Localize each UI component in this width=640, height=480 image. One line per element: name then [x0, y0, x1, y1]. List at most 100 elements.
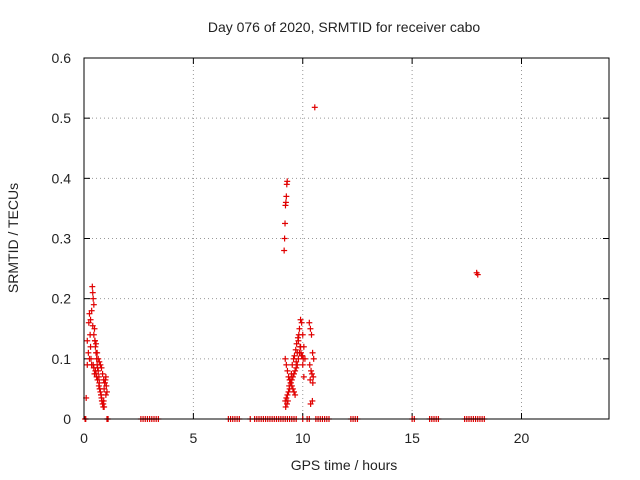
data-point — [307, 400, 314, 407]
y-tick-label: 0.5 — [52, 110, 72, 126]
data-point — [89, 322, 96, 329]
data-point — [307, 376, 314, 383]
data-point — [310, 355, 317, 362]
data-point — [297, 343, 304, 350]
x-tick-label: 5 — [189, 430, 197, 446]
data-point — [283, 193, 290, 200]
grid-lines — [84, 58, 609, 419]
data-point — [290, 355, 297, 362]
data-point — [286, 382, 293, 389]
axis-ticks: 0 5 10 15 20 0 0.1 0.2 0.3 0.4 0.5 0.6 — [52, 50, 609, 446]
data-point — [88, 307, 95, 314]
x-tick-label: 15 — [404, 430, 420, 446]
data-point — [94, 349, 101, 356]
data-point — [299, 361, 306, 368]
data-point — [284, 400, 290, 407]
data-point — [291, 352, 298, 359]
data-point — [96, 358, 103, 365]
data-point — [87, 316, 94, 323]
data-point — [297, 316, 304, 323]
data-point — [311, 104, 318, 111]
data-point — [289, 373, 296, 380]
data-point — [282, 355, 289, 362]
data-point — [309, 349, 316, 356]
data-point — [283, 394, 290, 401]
data-point — [307, 325, 314, 332]
data-point — [284, 397, 291, 404]
data-point — [92, 367, 99, 374]
data-point — [299, 352, 306, 359]
data-point — [90, 295, 97, 302]
data-point — [294, 361, 301, 368]
data-point — [84, 337, 91, 344]
data-point — [89, 283, 96, 290]
data-point — [308, 331, 315, 338]
data-point — [291, 388, 297, 395]
data-point — [97, 361, 104, 368]
data-point — [86, 355, 93, 362]
data-point — [281, 247, 288, 254]
data-point — [293, 364, 300, 371]
data-point — [90, 361, 97, 368]
data-point — [86, 310, 93, 317]
data-point — [97, 388, 104, 395]
data-point — [93, 373, 100, 380]
data-point — [92, 343, 99, 350]
data-point — [293, 340, 300, 347]
plot-frame — [83, 57, 610, 420]
data-point — [100, 376, 107, 383]
data-point — [85, 319, 92, 326]
data-point — [103, 388, 110, 395]
data-point — [85, 349, 92, 356]
y-tick-label: 0.2 — [52, 291, 72, 307]
data-point — [90, 364, 97, 371]
data-point — [295, 331, 302, 338]
x-tick-label: 10 — [295, 430, 311, 446]
data-point — [281, 235, 288, 242]
data-point — [99, 370, 106, 377]
data-point — [283, 361, 290, 368]
data-point — [292, 367, 299, 374]
data-point — [284, 367, 291, 374]
y-axis-label: SRMTID / TECUs — [5, 183, 21, 293]
data-point — [101, 379, 108, 386]
data-point — [474, 271, 481, 278]
data-point — [100, 400, 107, 407]
x-tick-label: 0 — [80, 430, 88, 446]
chart-title: Day 076 of 2020, SRMTID for receiver cab… — [208, 19, 481, 35]
data-points — [82, 104, 488, 422]
data-point — [292, 346, 299, 353]
data-point — [285, 388, 292, 395]
data-point — [308, 370, 315, 377]
data-point — [96, 385, 103, 392]
data-point — [89, 289, 96, 296]
data-point — [93, 370, 100, 377]
data-point — [288, 370, 295, 377]
data-point — [298, 319, 305, 326]
data-point — [282, 403, 289, 410]
data-point — [287, 376, 294, 383]
data-point — [101, 403, 108, 410]
y-tick-label: 0.1 — [52, 351, 72, 367]
x-tick-label: 20 — [514, 430, 530, 446]
data-point — [91, 337, 98, 344]
data-point — [284, 178, 291, 185]
data-point — [102, 373, 109, 380]
data-point — [95, 355, 102, 362]
data-point — [94, 376, 101, 383]
data-point — [300, 355, 307, 362]
data-point — [91, 325, 98, 332]
y-tick-label: 0.3 — [52, 231, 72, 247]
data-point — [282, 220, 289, 227]
data-point — [103, 382, 110, 389]
data-point — [309, 397, 316, 404]
data-point — [282, 199, 289, 206]
data-point — [300, 373, 307, 380]
data-point — [310, 373, 317, 380]
y-tick-label: 0.6 — [52, 50, 72, 66]
data-point — [98, 397, 105, 404]
data-point — [98, 364, 105, 371]
data-point — [90, 301, 97, 308]
